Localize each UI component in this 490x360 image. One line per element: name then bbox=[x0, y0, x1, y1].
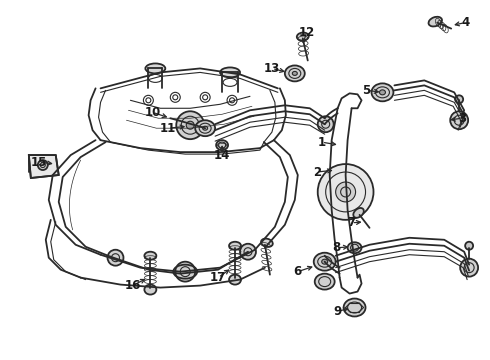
Circle shape bbox=[186, 121, 194, 129]
Ellipse shape bbox=[216, 140, 228, 150]
Text: 12: 12 bbox=[298, 26, 315, 39]
Text: 1: 1 bbox=[318, 136, 326, 149]
Ellipse shape bbox=[322, 259, 328, 264]
Ellipse shape bbox=[314, 253, 336, 271]
Circle shape bbox=[175, 262, 195, 282]
Text: 6: 6 bbox=[294, 265, 302, 278]
Text: 5: 5 bbox=[363, 84, 370, 97]
Text: 3: 3 bbox=[458, 112, 466, 125]
Ellipse shape bbox=[203, 126, 208, 130]
Text: 4: 4 bbox=[461, 16, 469, 29]
Ellipse shape bbox=[285, 66, 305, 81]
Ellipse shape bbox=[229, 275, 241, 285]
Text: 17: 17 bbox=[210, 271, 226, 284]
Circle shape bbox=[38, 160, 48, 170]
Circle shape bbox=[318, 164, 373, 220]
Text: 9: 9 bbox=[334, 305, 342, 318]
Ellipse shape bbox=[220, 67, 240, 77]
Text: 14: 14 bbox=[214, 149, 230, 162]
Ellipse shape bbox=[429, 17, 442, 26]
Ellipse shape bbox=[343, 298, 366, 316]
Circle shape bbox=[455, 95, 463, 103]
Circle shape bbox=[465, 242, 473, 250]
Ellipse shape bbox=[145, 252, 156, 260]
Polygon shape bbox=[29, 155, 59, 178]
Ellipse shape bbox=[379, 90, 386, 95]
Circle shape bbox=[176, 111, 204, 139]
Circle shape bbox=[336, 182, 356, 202]
Circle shape bbox=[318, 116, 334, 132]
Circle shape bbox=[107, 250, 123, 266]
Circle shape bbox=[240, 244, 256, 260]
Circle shape bbox=[460, 259, 478, 276]
Text: 10: 10 bbox=[144, 106, 161, 119]
Text: 7: 7 bbox=[347, 216, 356, 229]
Text: 8: 8 bbox=[333, 241, 341, 254]
Ellipse shape bbox=[146, 63, 165, 73]
Text: 15: 15 bbox=[30, 156, 47, 168]
Ellipse shape bbox=[353, 208, 364, 218]
Ellipse shape bbox=[347, 242, 362, 253]
Text: 13: 13 bbox=[264, 62, 280, 75]
Ellipse shape bbox=[297, 32, 309, 41]
Ellipse shape bbox=[229, 242, 241, 250]
Text: 16: 16 bbox=[124, 279, 141, 292]
Ellipse shape bbox=[261, 239, 273, 247]
Ellipse shape bbox=[145, 285, 156, 294]
Circle shape bbox=[450, 111, 468, 129]
Text: 2: 2 bbox=[313, 166, 321, 179]
Text: 11: 11 bbox=[160, 122, 176, 135]
Ellipse shape bbox=[195, 120, 215, 136]
Ellipse shape bbox=[315, 274, 335, 289]
Ellipse shape bbox=[293, 71, 297, 75]
Ellipse shape bbox=[371, 84, 393, 101]
